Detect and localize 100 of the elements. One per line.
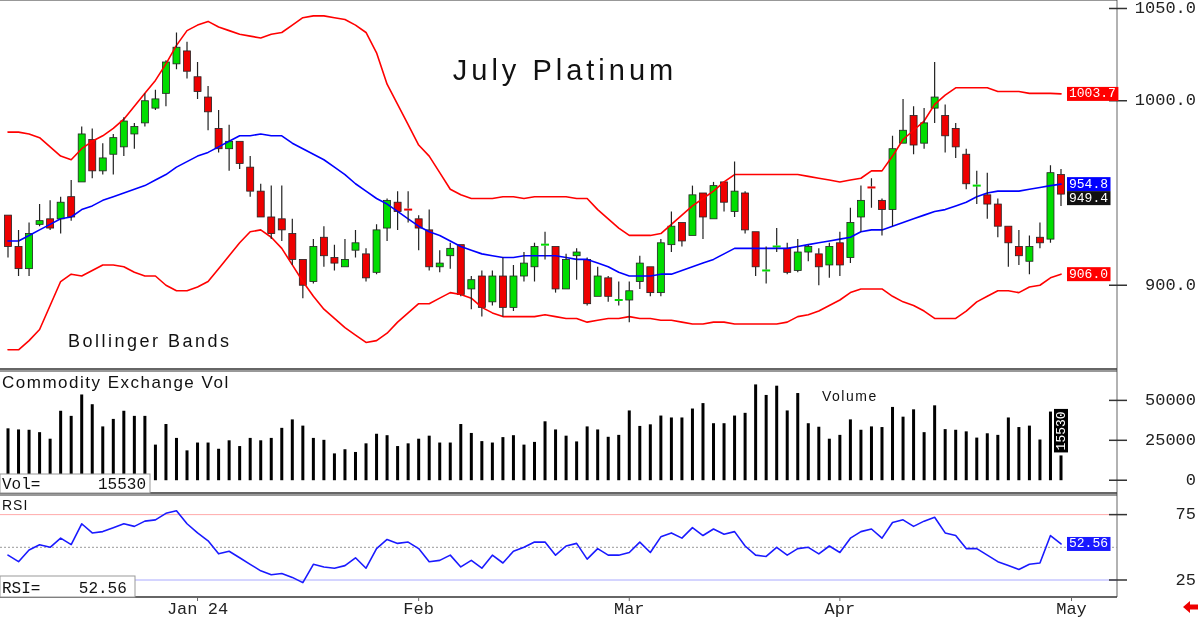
bar bbox=[775, 385, 779, 481]
bar bbox=[754, 384, 758, 481]
candlestick bbox=[172, 31, 181, 70]
bar bbox=[922, 432, 926, 481]
candlestick bbox=[88, 127, 97, 179]
chart-title: Commodity Exchange Vol bbox=[2, 373, 230, 392]
y-tick-label: 75 bbox=[1175, 505, 1196, 525]
bar bbox=[827, 438, 831, 481]
candlestick bbox=[1025, 234, 1034, 275]
bar bbox=[785, 410, 789, 481]
candlestick bbox=[362, 247, 370, 283]
bar bbox=[417, 438, 421, 481]
bar bbox=[448, 442, 452, 481]
candlestick bbox=[972, 170, 981, 205]
bar bbox=[585, 426, 589, 481]
candlestick bbox=[888, 135, 897, 227]
candlestick bbox=[393, 190, 402, 231]
candlestick bbox=[288, 218, 297, 266]
candlestick bbox=[351, 229, 360, 259]
candlestick bbox=[878, 197, 886, 237]
candlestick bbox=[14, 229, 23, 277]
bar bbox=[364, 443, 368, 481]
annotation: Bollinger Bands bbox=[68, 331, 232, 351]
candlestick bbox=[4, 214, 12, 259]
bar bbox=[943, 429, 947, 481]
x-tick-label: Mar bbox=[613, 600, 645, 619]
candlestick bbox=[667, 210, 676, 253]
bar bbox=[954, 429, 958, 481]
line-series bbox=[7, 229, 1062, 351]
candlestick bbox=[214, 109, 223, 153]
candlestick bbox=[867, 177, 876, 209]
bar bbox=[996, 434, 1000, 481]
candlestick bbox=[909, 105, 918, 155]
bar bbox=[206, 442, 210, 481]
bar bbox=[227, 440, 231, 481]
candlestick bbox=[1036, 221, 1044, 249]
data-label: 954.8 bbox=[1069, 176, 1109, 192]
bar bbox=[848, 419, 852, 481]
bar bbox=[533, 441, 536, 481]
y-tick-label: 1050.0 bbox=[1134, 0, 1196, 18]
bar bbox=[343, 449, 347, 481]
x-tick-label: May bbox=[1056, 600, 1087, 619]
candlestick bbox=[530, 242, 539, 283]
bar bbox=[174, 437, 178, 481]
bar bbox=[933, 405, 937, 481]
candlestick bbox=[572, 247, 581, 281]
candlestick bbox=[204, 85, 212, 131]
candlestick bbox=[709, 181, 718, 220]
bar bbox=[575, 441, 579, 481]
bar bbox=[490, 442, 494, 481]
bar bbox=[669, 417, 673, 481]
annotation: RSI= 52.56 bbox=[2, 580, 127, 598]
bar bbox=[469, 432, 473, 481]
bar bbox=[564, 435, 568, 481]
bar bbox=[311, 437, 315, 481]
line-series bbox=[7, 509, 1062, 584]
data-label: 15530 bbox=[1053, 411, 1069, 451]
bar bbox=[153, 444, 157, 481]
y-tick-label: 25 bbox=[1175, 570, 1196, 590]
candlestick bbox=[267, 185, 276, 240]
bar bbox=[1006, 417, 1010, 481]
candlestick bbox=[25, 221, 33, 277]
candlestick bbox=[541, 231, 550, 261]
data-label: 906.0 bbox=[1069, 266, 1109, 282]
candlestick bbox=[1057, 168, 1065, 207]
bar bbox=[975, 437, 979, 481]
candlestick bbox=[488, 269, 497, 307]
candlestick bbox=[162, 59, 170, 107]
bar bbox=[869, 426, 873, 481]
bar bbox=[1017, 427, 1021, 481]
y-tick-label: 900.0 bbox=[1144, 275, 1196, 295]
bar bbox=[459, 424, 463, 481]
bar bbox=[733, 415, 737, 481]
annotation: Vol= 15530 bbox=[2, 476, 147, 494]
bar bbox=[648, 424, 652, 481]
bar bbox=[511, 435, 515, 481]
candlestick bbox=[499, 256, 507, 318]
bar bbox=[353, 451, 357, 481]
bar bbox=[375, 433, 379, 481]
bar bbox=[522, 444, 526, 481]
data-label: 52.56 bbox=[1069, 536, 1109, 552]
candlestick bbox=[835, 231, 844, 277]
y-tick-label: 1000.0 bbox=[1134, 91, 1196, 111]
bar bbox=[743, 412, 747, 481]
candlestick bbox=[983, 172, 992, 220]
bar bbox=[606, 436, 610, 481]
x-tick-label: Apr bbox=[824, 600, 856, 619]
bar bbox=[185, 450, 189, 481]
candlestick bbox=[98, 142, 107, 176]
bar bbox=[332, 453, 336, 481]
bar bbox=[427, 435, 431, 481]
chart-title: RSI bbox=[2, 497, 29, 513]
bar bbox=[1027, 425, 1031, 481]
bar bbox=[796, 393, 800, 481]
bar bbox=[290, 419, 294, 481]
bar bbox=[1059, 455, 1063, 481]
candlestick bbox=[699, 192, 707, 240]
y-tick-label: 50000 bbox=[1144, 390, 1196, 410]
candlestick bbox=[857, 185, 865, 233]
bar bbox=[164, 424, 168, 481]
